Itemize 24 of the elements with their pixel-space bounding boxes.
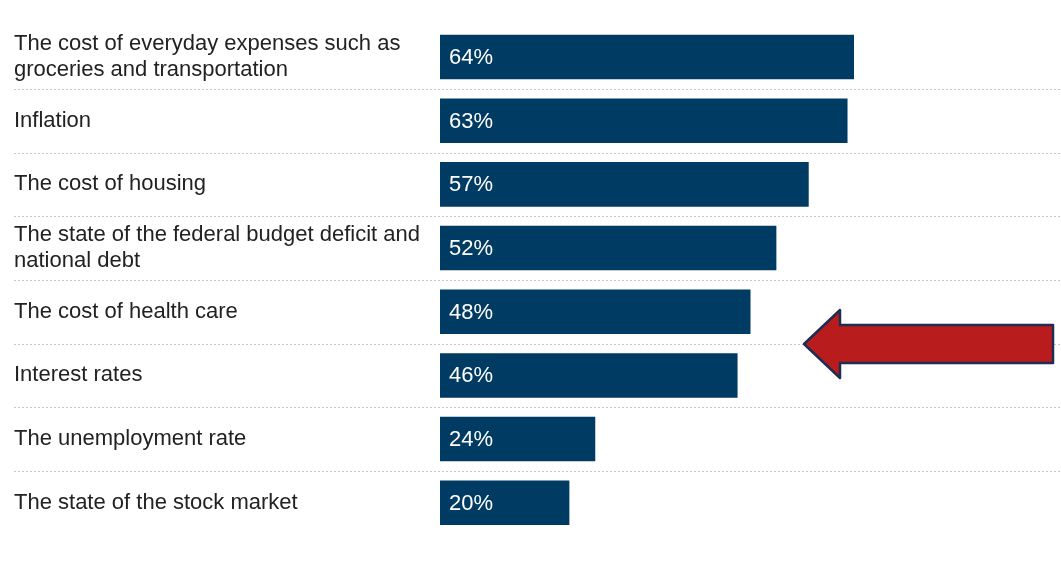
y-tick-label: The cost of health care (14, 297, 238, 323)
y-tick-label: The unemployment rate (14, 425, 247, 451)
bar (440, 353, 738, 398)
data-label: 64% (449, 44, 494, 70)
y-tick-label: Interest rates (14, 361, 143, 387)
data-label: 57% (449, 171, 494, 197)
y-tick-label: The state of the stock market (14, 488, 298, 514)
y-tick-label: Inflation (14, 106, 92, 132)
data-label: 24% (449, 426, 494, 452)
bar (440, 289, 751, 335)
data-label: 46% (449, 362, 494, 388)
bar (440, 34, 854, 80)
data-label: 63% (449, 107, 494, 133)
data-label: 48% (449, 298, 494, 324)
y-tick-label: The cost of housing (14, 170, 207, 196)
bar (440, 416, 596, 462)
y-tick-label: The state of the federal budget deficit and national debt (14, 220, 421, 273)
data-label: 20% (449, 489, 494, 515)
data-label: 52% (449, 235, 494, 261)
y-tick-label: The cost of everyday expenses such as groceries and transportation (14, 29, 401, 82)
bar (440, 225, 777, 271)
bar (440, 162, 809, 207)
bar (440, 98, 848, 143)
bar (440, 480, 570, 526)
